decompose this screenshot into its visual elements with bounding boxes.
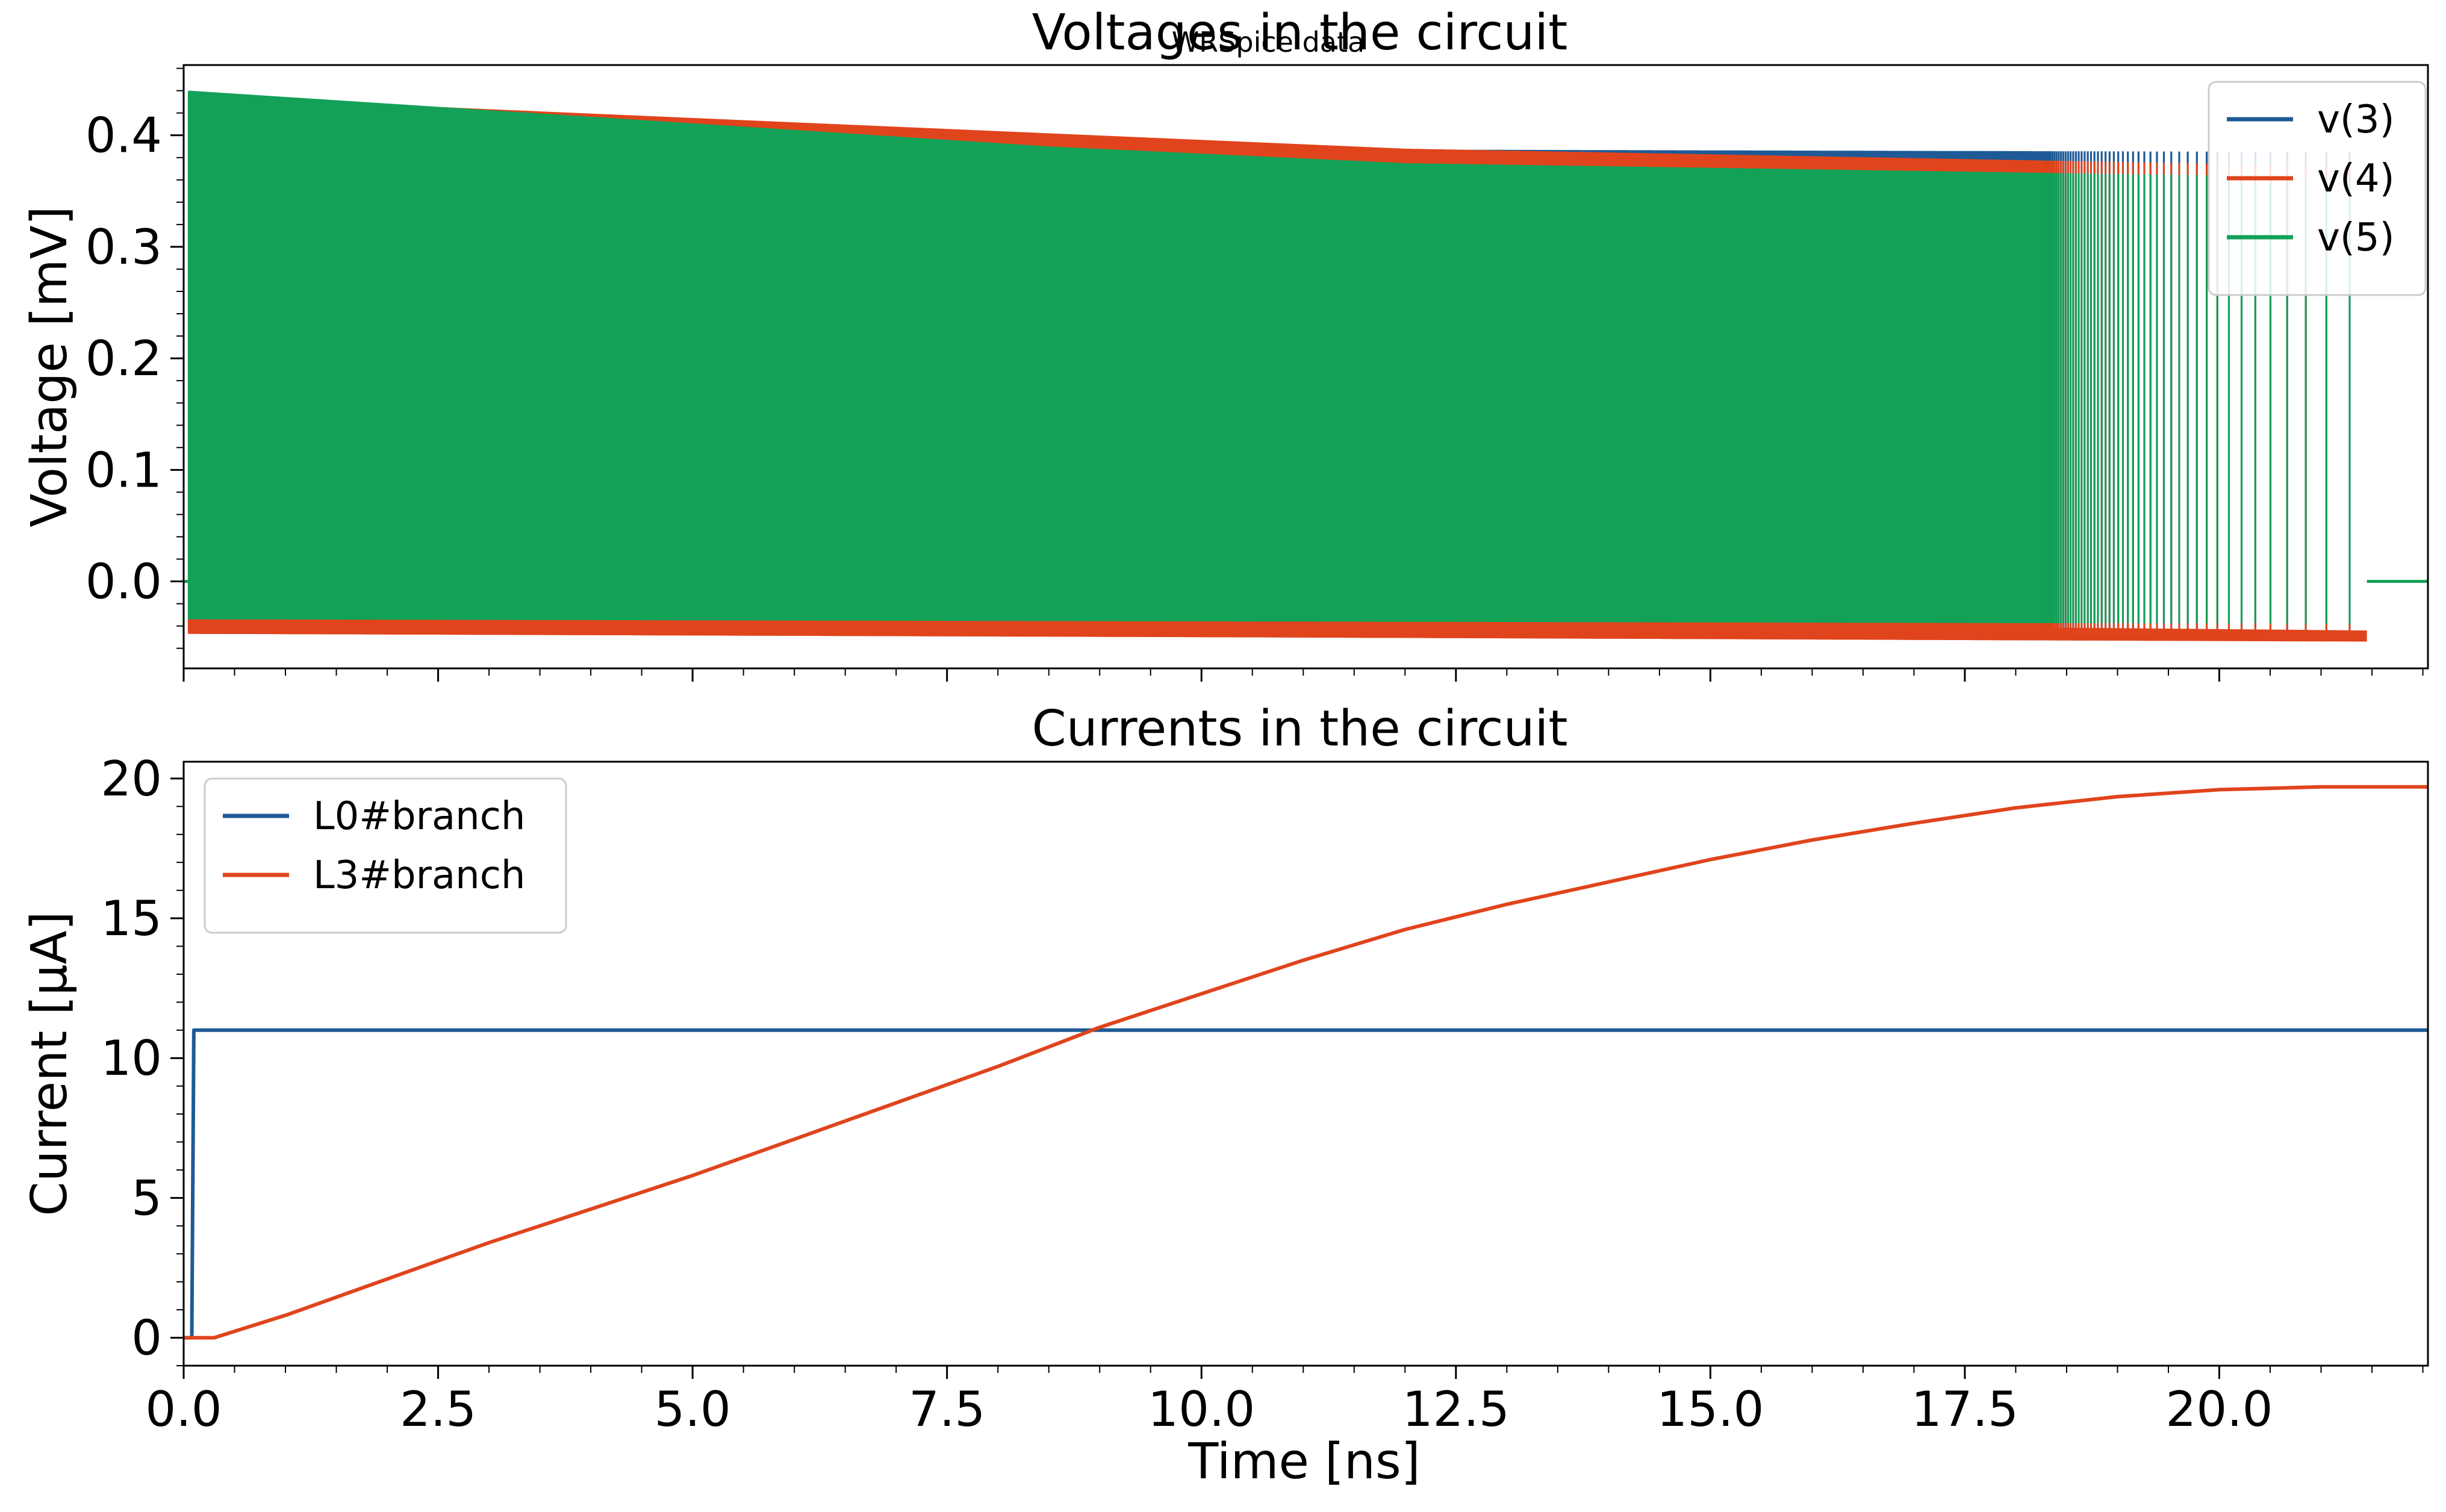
- y-tick-label: 15: [101, 891, 162, 947]
- y-tick-label: 0.0: [86, 554, 162, 610]
- legend-label: v(3): [2317, 98, 2395, 142]
- subplot-title: Currents in the circuit: [1032, 700, 1568, 758]
- axes-frame: [182, 64, 2429, 670]
- x-tick-label: 15.0: [1657, 1381, 1764, 1437]
- subplot-2: 0.0 2.5 5.0 7.5 10.0 12.5 15.0 17.5 20.0 0 5 10 15 20…: [21, 700, 2429, 1437]
- x-tick-label: 2.5: [400, 1381, 476, 1437]
- series-line-L3#branch: [184, 785, 2428, 1340]
- legend: v(3) v(4) v(5): [2208, 81, 2427, 296]
- x-tick-label: 17.5: [1911, 1381, 2018, 1437]
- x-tick-label: 20.0: [2165, 1381, 2273, 1437]
- subplot-title: Voltages in the circuit: [1032, 4, 1568, 61]
- series-band-v(5): [188, 90, 2351, 624]
- legend-label: L3#branch: [313, 853, 525, 898]
- x-tick-label: 10.0: [1148, 1381, 1255, 1437]
- x-tick-label: 7.5: [909, 1381, 985, 1437]
- legend-label: v(4): [2317, 157, 2395, 201]
- plot-area: [184, 90, 2428, 642]
- subplot-1: 0.0 0.1 0.2 0.3 0.4 Voltages in the circuit Vo…: [21, 4, 2429, 682]
- x-tick-label: 0.0: [145, 1381, 222, 1437]
- x-tick-label: 5.0: [655, 1381, 731, 1437]
- figure-suptitle: WRSpice data: [1172, 26, 1365, 58]
- y-tick-label: 0: [131, 1310, 162, 1366]
- legend-box: [204, 777, 567, 934]
- legend-box: [2208, 81, 2427, 296]
- y-tick-label: 0.2: [86, 331, 162, 387]
- series-v(5): [184, 90, 2428, 624]
- x-tick-label: 12.5: [1402, 1381, 1510, 1437]
- y-axis-label: Voltage [mV]: [21, 206, 78, 527]
- y-tick-label: 10: [101, 1030, 162, 1086]
- plots: 0.0 0.1 0.2 0.3 0.4 Voltages in the circuit Vo…: [21, 4, 2429, 1437]
- y-tick-label: 5: [131, 1170, 162, 1226]
- x-axis-label: Time [ns]: [1187, 1433, 1420, 1490]
- y-tick-label: 0.3: [86, 219, 162, 275]
- y-tick-label: 0.4: [86, 108, 162, 164]
- y-tick-label: 0.1: [86, 442, 162, 498]
- plot-area: [184, 785, 2428, 1340]
- axes-frame: [182, 761, 2429, 1367]
- legend-label: v(5): [2317, 216, 2395, 260]
- series-L3#branch: [184, 785, 2428, 1340]
- y-tick-label: 20: [101, 751, 162, 807]
- legend-label: L0#branch: [313, 794, 525, 839]
- y-axis-label: Current [μA]: [21, 911, 78, 1216]
- legend: L0#branch L3#branch: [204, 777, 567, 934]
